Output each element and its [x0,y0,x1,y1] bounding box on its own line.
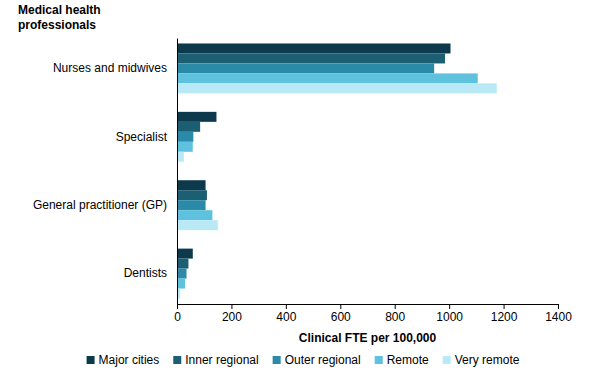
bar [177,63,434,73]
legend-swatch [443,356,451,364]
y-axis-title: Medical healthprofessionals [18,3,101,32]
legend: Major cities Inner regional Outer regional… [87,353,520,367]
x-tick: 1400 [545,304,572,324]
x-tick: 800 [385,304,405,324]
legend-label: Major cities [99,353,160,367]
y-axis-line [177,39,178,305]
legend-label: Inner regional [185,353,258,367]
legend-item: Inner regional [173,353,258,367]
x-axis-title: Clinical FTE per 100,000 [299,331,437,345]
bar [177,122,200,132]
x-tick-mark [395,304,396,309]
y-axis: Nurses and midwives Specialist General pra… [33,39,178,305]
x-axis-line [178,304,559,305]
x-tick-mark [504,304,505,309]
x-tick-mark [340,304,341,309]
x-tick-label: 1200 [491,310,518,324]
legend-swatch [273,356,281,364]
x-tick-label: 200 [222,310,242,324]
legend-label: Very remote [455,353,520,367]
legend-item: Remote [375,353,429,367]
bar [177,200,206,210]
x-tick: 400 [276,304,296,324]
y-tick: General practitioner (GP) [33,198,167,212]
y-tick-label: Specialist [116,130,168,144]
bar [177,73,478,83]
x-tick-label: 1400 [545,310,572,324]
bar [177,152,184,162]
series-bars [177,73,478,288]
bar [177,279,185,289]
y-tick-label: Dentists [124,266,167,280]
bar [177,132,193,142]
x-tick-mark [449,304,450,309]
x-tick-mark [286,304,287,309]
bar [177,220,218,230]
x-tick-label: 800 [385,310,405,324]
legend-item: Very remote [443,353,520,367]
x-tick: 200 [222,304,242,324]
x-tick-label: 1000 [436,310,463,324]
x-tick-label: 400 [276,310,296,324]
x-tick-mark [177,304,178,309]
y-tick: Nurses and midwives [53,61,167,75]
bar [177,180,206,190]
x-tick-mark [558,304,559,309]
x-tick: 600 [331,304,351,324]
bar [177,259,188,269]
legend-item: Outer regional [273,353,361,367]
legend-label: Remote [387,353,429,367]
legend-swatch [87,356,95,364]
x-tick-label: 0 [174,310,181,324]
x-tick: 1200 [491,304,518,324]
x-axis: 0 200 400 600 800 1000 1200 1400 [174,304,572,324]
y-tick-label: Nurses and midwives [53,61,167,75]
bar [177,190,207,200]
x-tick-label: 600 [331,310,351,324]
bar [177,43,451,53]
series-bars [177,83,497,298]
y-tick: Specialist [116,130,168,144]
series-bars [177,63,434,278]
x-tick: 1000 [436,304,463,324]
bar [177,142,193,152]
y-tick: Dentists [124,266,167,280]
bar [177,53,445,63]
legend-swatch [375,356,383,364]
bar [177,269,187,279]
legend-swatch [173,356,181,364]
chart: 0 200 400 600 800 1000 1200 1400 Nurses and midw… [0,0,606,384]
x-tick-mark [231,304,232,309]
bar [177,210,212,220]
legend-label: Outer regional [285,353,361,367]
x-tick: 0 [174,304,181,324]
bars [177,43,497,298]
bar [177,249,193,259]
legend-item: Major cities [87,353,160,367]
bar [177,112,216,122]
y-tick-label: General practitioner (GP) [33,198,167,212]
bar [177,83,497,93]
